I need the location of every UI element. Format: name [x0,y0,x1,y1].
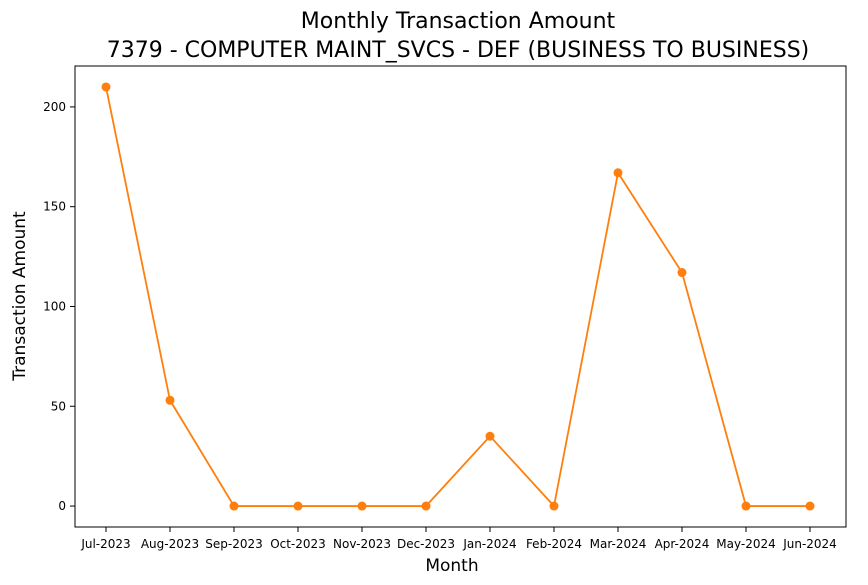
y-tick-label: 200 [43,100,66,114]
x-tick-label: Jan-2024 [462,537,516,551]
plot-area-frame [74,65,847,528]
data-point [741,501,751,511]
x-tick-label: Feb-2024 [526,537,582,551]
y-tick-label: 150 [43,200,66,214]
data-point [805,501,815,511]
data-point [485,431,495,441]
x-tick-label: Jul-2023 [80,537,130,551]
data-point [549,501,559,511]
data-point [101,82,111,92]
x-tick-label: Jun-2024 [782,537,837,551]
series-line [105,86,810,508]
data-point [229,501,239,511]
chart-subtitle: 7379 - COMPUTER MAINT_SVCS - DEF (BUSINE… [107,38,810,63]
x-tick-label: Mar-2024 [590,537,647,551]
data-point [613,168,623,178]
data-point [357,501,367,511]
x-tick-label: Aug-2023 [141,537,199,551]
x-tick-label: May-2024 [716,537,775,551]
series-layer [101,82,815,511]
x-tick-label: Dec-2023 [397,537,455,551]
x-tick-label: Apr-2024 [655,537,710,551]
y-tick-label: 0 [58,499,66,513]
y-axis-label: Transaction Amount [10,211,30,382]
x-axis: Jul-2023 Aug-2023 Sep-2023 Oct-2023 Nov-2023… [80,527,837,551]
x-axis-label: Month [425,556,478,576]
y-axis: 0 50 100 150 200 [43,100,75,513]
chart-title: Monthly Transaction Amount [301,9,616,34]
data-point [293,501,303,511]
data-point [421,501,431,511]
x-tick-label: Nov-2023 [333,537,391,551]
y-tick-label: 100 [43,299,66,313]
x-tick-label: Oct-2023 [270,537,326,551]
data-point [677,268,687,278]
y-tick-label: 50 [51,399,66,413]
data-point [165,395,175,405]
x-tick-label: Sep-2023 [205,537,263,551]
